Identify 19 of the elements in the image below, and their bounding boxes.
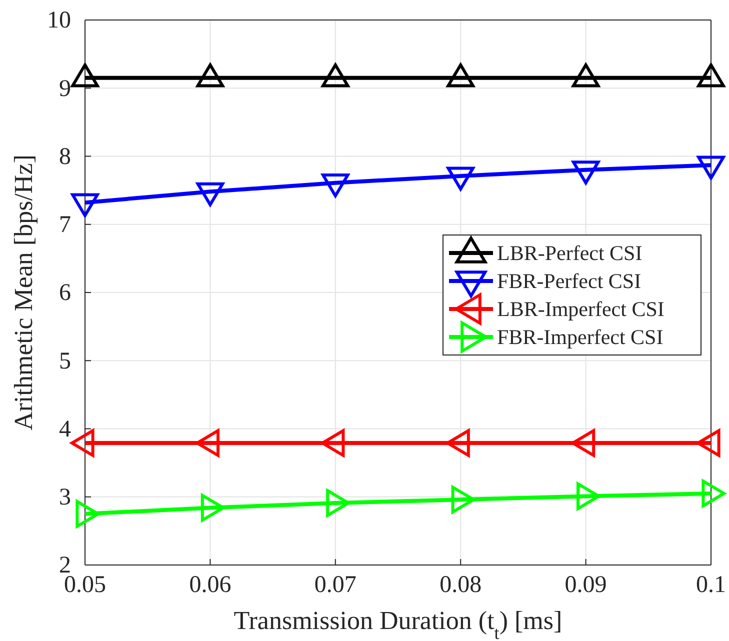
y-tick-label: 6 <box>59 280 71 306</box>
y-tick-label: 9 <box>59 76 71 102</box>
x-tick-label: 0.1 <box>696 572 726 598</box>
legend-label: LBR-Perfect CSI <box>497 241 642 265</box>
y-tick-label: 10 <box>47 8 71 34</box>
x-axis-title: Transmission Duration (t$_{t}$) [ms] <box>234 606 562 641</box>
y-tick-label: 5 <box>59 348 71 374</box>
x-tick-label: 0.07 <box>314 572 356 598</box>
x-tick-label: 0.08 <box>440 572 482 598</box>
y-tick-label: 3 <box>59 484 71 511</box>
x-tick-label: 0.09 <box>564 572 607 598</box>
y-tick-label: 8 <box>59 144 71 170</box>
legend-label: FBR-Perfect CSI <box>497 269 642 293</box>
y-tick-label: 7 <box>59 212 71 238</box>
x-tick-label: 0.06 <box>189 572 232 598</box>
legend-label: FBR-Imperfect CSI <box>497 325 664 349</box>
legend-label: LBR-Imperfect CSI <box>497 297 664 321</box>
y-axis-title: Arithmetic Mean [bps/Hz] <box>9 154 38 430</box>
y-tick-label: 4 <box>59 416 71 442</box>
